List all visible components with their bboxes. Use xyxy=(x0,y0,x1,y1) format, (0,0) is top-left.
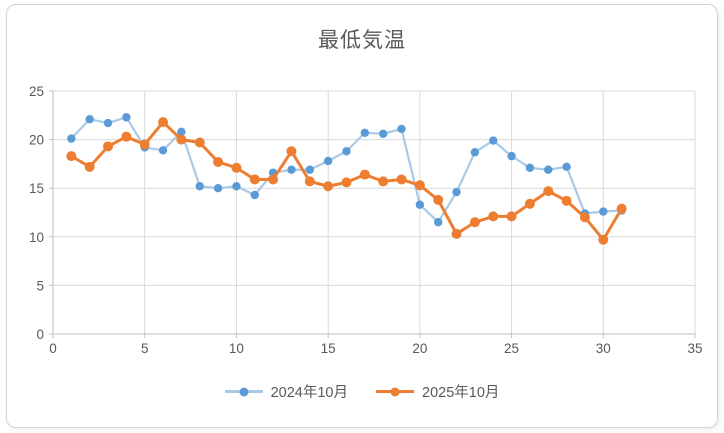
data-point xyxy=(268,174,279,185)
data-point xyxy=(85,114,94,124)
series-2024年10月 xyxy=(67,113,626,227)
data-point xyxy=(414,180,425,191)
data-point xyxy=(323,181,334,192)
data-point xyxy=(177,127,186,137)
svg-text:10: 10 xyxy=(29,230,44,245)
data-point xyxy=(451,228,462,239)
data-point xyxy=(103,141,114,152)
data-point xyxy=(121,131,132,142)
data-point xyxy=(470,148,480,157)
data-point xyxy=(359,169,370,180)
svg-text:5: 5 xyxy=(36,278,44,293)
data-point xyxy=(469,217,480,228)
chart-frame xyxy=(6,4,718,428)
data-point xyxy=(562,162,571,172)
data-point xyxy=(323,156,333,166)
data-point xyxy=(122,113,131,122)
data-point xyxy=(360,128,370,137)
data-point xyxy=(561,195,572,206)
data-point xyxy=(232,182,241,191)
data-point xyxy=(304,176,315,187)
data-point xyxy=(305,165,314,174)
data-point xyxy=(452,187,461,197)
svg-text:35: 35 xyxy=(687,341,702,356)
svg-text:25: 25 xyxy=(29,84,44,99)
data-point xyxy=(176,134,187,145)
axes xyxy=(49,90,696,338)
data-point xyxy=(84,161,95,172)
data-point xyxy=(103,118,113,128)
data-point xyxy=(66,151,77,162)
legend-marker-2025-icon xyxy=(376,387,414,396)
svg-text:0: 0 xyxy=(49,341,57,356)
x-axis-labels: 0 5 10 15 20 25 30 35 xyxy=(49,341,702,356)
data-point xyxy=(616,203,627,214)
data-point xyxy=(250,190,259,200)
chart-title: 最低気温 xyxy=(318,29,406,52)
data-point xyxy=(194,137,205,148)
data-point xyxy=(231,162,242,173)
svg-text:20: 20 xyxy=(29,133,44,148)
data-point xyxy=(524,198,535,209)
data-point xyxy=(213,156,224,167)
legend-label-2025: 2025年10月 xyxy=(422,385,500,401)
legend: 2024年10月 2025年10月 xyxy=(0,381,724,402)
data-point xyxy=(433,194,444,205)
legend-marker-2024-icon xyxy=(224,387,263,396)
svg-text:10: 10 xyxy=(229,341,244,356)
legend-item-2024[interactable]: 2024年10月 xyxy=(224,381,348,402)
data-point xyxy=(434,218,443,227)
data-point xyxy=(378,176,389,187)
data-point xyxy=(195,182,204,191)
legend-label-2024: 2024年10月 xyxy=(270,385,348,401)
data-point xyxy=(489,136,498,145)
svg-text:15: 15 xyxy=(29,181,44,196)
svg-text:25: 25 xyxy=(504,341,519,356)
gridlines xyxy=(53,90,696,334)
data-point xyxy=(249,174,260,185)
data-point xyxy=(342,147,351,156)
data-point xyxy=(378,129,388,138)
legend-item-2025[interactable]: 2025年10月 xyxy=(376,381,499,402)
data-point xyxy=(506,211,517,222)
data-point xyxy=(488,211,499,222)
data-point xyxy=(397,124,406,134)
data-point xyxy=(287,165,296,174)
data-point xyxy=(158,117,169,128)
data-point xyxy=(396,174,407,185)
data-point xyxy=(213,184,223,193)
svg-text:30: 30 xyxy=(596,341,611,356)
svg-text:15: 15 xyxy=(321,341,336,356)
data-point xyxy=(139,139,150,150)
data-point xyxy=(598,234,609,245)
data-point xyxy=(543,186,554,197)
data-point xyxy=(525,163,535,172)
data-point xyxy=(286,146,297,157)
data-point xyxy=(599,207,608,216)
data-point xyxy=(341,177,352,188)
data-point xyxy=(158,146,168,155)
data-point xyxy=(544,165,553,174)
data-point xyxy=(415,200,425,209)
svg-text:5: 5 xyxy=(141,341,149,356)
series-2025年10月 xyxy=(66,117,627,245)
data-point xyxy=(579,212,590,223)
svg-text:20: 20 xyxy=(412,341,427,356)
svg-text:0: 0 xyxy=(36,327,44,342)
data-point xyxy=(67,134,76,143)
data-point xyxy=(507,151,516,161)
y-axis-labels: 0 5 10 15 20 25 xyxy=(29,84,44,342)
